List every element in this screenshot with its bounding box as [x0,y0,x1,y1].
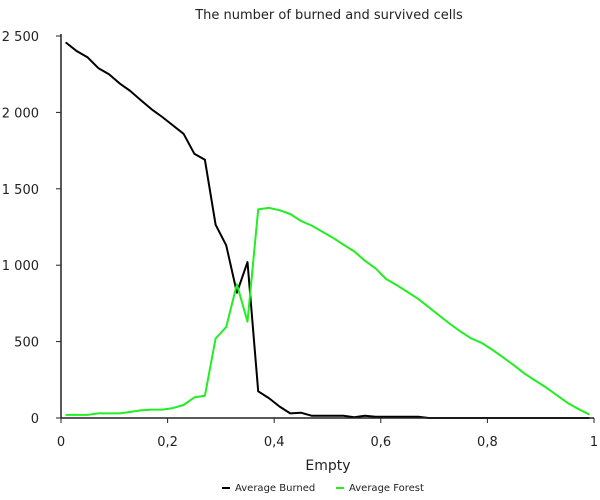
legend-label: Average Forest [349,483,424,494]
x-tick-label: 0,8 [477,435,498,450]
y-axis: 0 500 1 000 1 500 2 000 2 500 [2,30,62,427]
y-tick-label: 2 500 [2,30,39,45]
y-tick-label: 2 000 [2,106,39,121]
x-tick-label: 0,6 [370,435,391,450]
x-tick-label: 0,4 [264,435,285,450]
y-tick-label: 500 [14,336,39,351]
chart-title: The number of burned and survived cells [194,8,463,23]
x-tick-label: 0,2 [157,435,178,450]
y-tick-label: 1 500 [2,183,39,198]
legend-label: Average Burned [235,483,315,494]
series-line-average-forest [65,206,590,416]
y-tick-label: 1 000 [2,259,39,274]
legend: Average Burned Average Forest [222,483,424,494]
x-axis: 0 0,2 0,4 0,6 0,8 1 [57,417,598,450]
x-axis-label: Empty [305,458,350,474]
plot-area [65,41,590,419]
legend-item: Average Forest [336,483,424,494]
y-tick-label: 0 [31,412,39,427]
legend-item: Average Burned [222,483,315,494]
x-tick-label: 1 [590,435,598,450]
x-tick-label: 0 [57,435,65,450]
